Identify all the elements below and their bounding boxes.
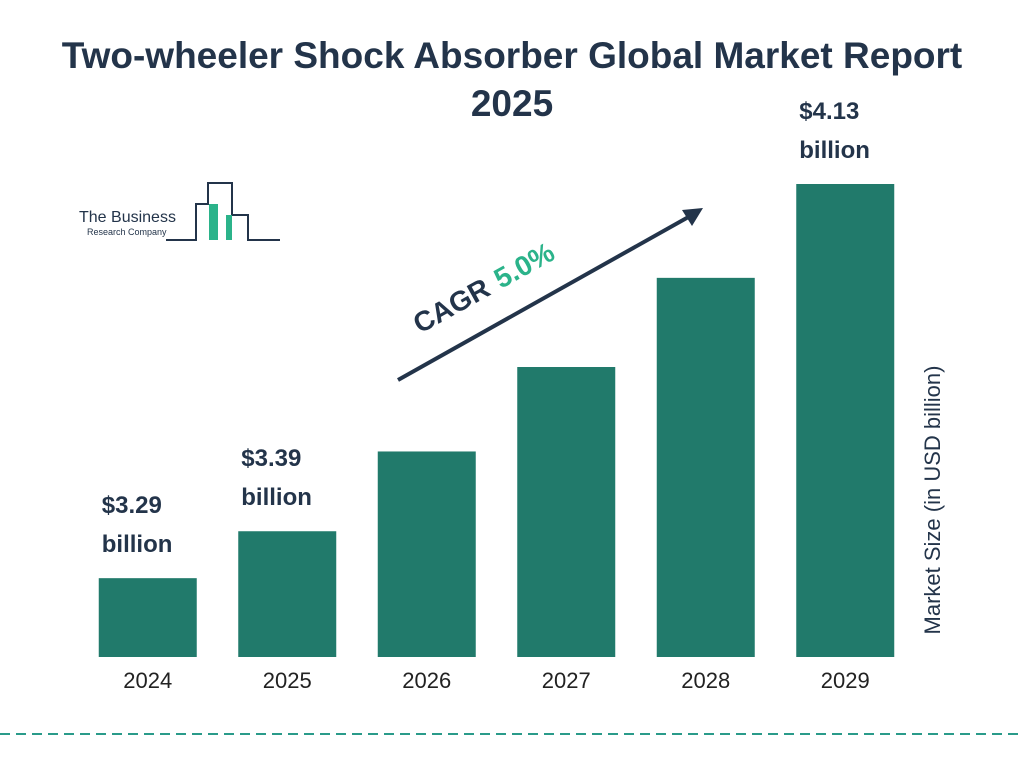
bar xyxy=(238,531,337,657)
x-tick-label: 2029 xyxy=(821,668,870,693)
x-tick-label: 2028 xyxy=(681,668,730,693)
value-label: $4.13 billion xyxy=(799,98,870,164)
trend-arrow xyxy=(397,213,693,382)
logo: The Business Research Company xyxy=(79,182,280,241)
arrow-head xyxy=(682,208,703,226)
x-tick-label: 2024 xyxy=(123,668,172,693)
value-label: $3.29 billion xyxy=(101,492,173,559)
x-tick-label: 2027 xyxy=(542,668,591,693)
bar xyxy=(796,184,895,657)
bar xyxy=(98,578,197,657)
bar xyxy=(377,451,476,657)
bar xyxy=(517,367,616,657)
logo-line2: Research Company xyxy=(87,227,167,237)
cagr-value: 5.0% xyxy=(489,236,560,294)
bar xyxy=(656,277,755,657)
logo-line1: The Business xyxy=(79,209,176,226)
chart-title: Two-wheeler Shock Absorber Global Market… xyxy=(61,35,963,124)
cagr-label: CAGR xyxy=(408,272,495,339)
y-axis-label: Market Size (in USD billion) xyxy=(920,366,945,635)
cagr: CAGR5.0% xyxy=(408,236,560,339)
x-tick-label: 2026 xyxy=(402,668,451,693)
x-tick-label: 2025 xyxy=(263,668,312,693)
value-label: $3.39 billion xyxy=(241,445,312,512)
